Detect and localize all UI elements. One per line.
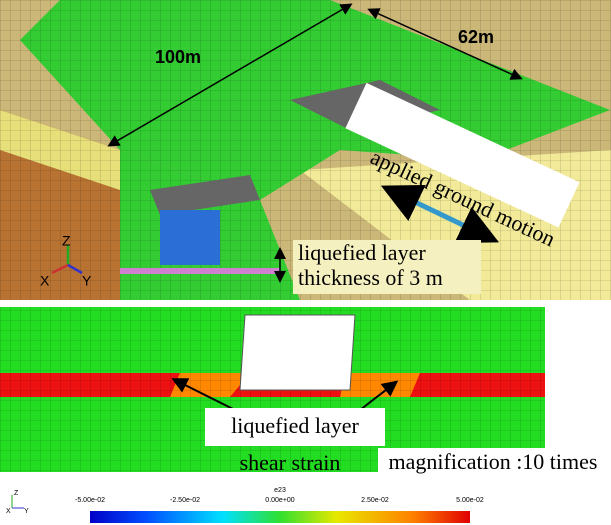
figure: 100m 62m applied ground motion liquefied… <box>0 0 611 525</box>
magnification-label: magnification :10 times <box>389 449 598 474</box>
layer-label: liquefied layer <box>231 413 359 438</box>
width-label: 62m <box>458 27 494 47</box>
bottom-view: liquefied layer shear strain magnificati… <box>0 307 608 478</box>
colorbar-title: e23 <box>274 487 286 494</box>
colorbar-label: 0.00e+00 <box>265 497 294 504</box>
colorbar-gradient <box>90 511 470 523</box>
colorbar-label: -5.00e-02 <box>75 497 105 504</box>
colorbar-label: 2.50e-02 <box>361 497 389 504</box>
layer-label: thickness of 3 m <box>298 265 443 290</box>
colorbar-label: -2.50e-02 <box>170 497 200 504</box>
colorbar-label: 5.00e-02 <box>456 497 484 504</box>
axis-label: Z <box>14 490 19 497</box>
axis-label: X <box>6 508 11 515</box>
layer-label: liquefied layer <box>298 240 426 265</box>
quantity-label: shear strain <box>240 450 341 475</box>
axis-label: Y <box>24 508 29 515</box>
axis-label: Z <box>62 233 71 249</box>
axis-label: Y <box>82 273 92 289</box>
axis-label: X <box>40 273 50 289</box>
length-label: 100m <box>155 47 201 67</box>
top-view: 100m 62m applied ground motion liquefied… <box>0 0 611 300</box>
colorbar: e23 Z X Y -5.00e-02 -2.50e-02 0.00e+00 2.50… <box>6 487 484 523</box>
